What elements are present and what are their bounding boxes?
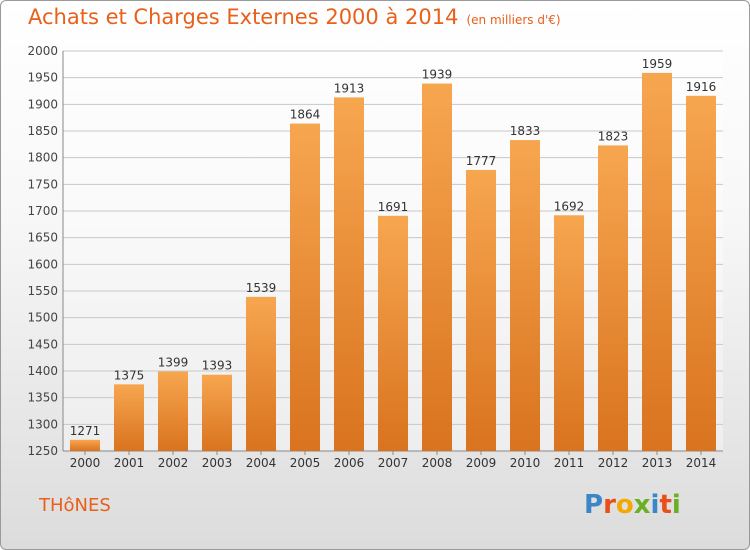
bar-value-label: 1393 bbox=[202, 359, 233, 373]
logo-letter: r bbox=[603, 490, 616, 520]
y-tick-label: 1300 bbox=[27, 417, 58, 431]
y-tick-label: 1900 bbox=[27, 97, 58, 111]
x-tick-label: 2014 bbox=[686, 456, 717, 470]
bar-value-label: 1777 bbox=[466, 154, 497, 168]
x-tick-label: 2011 bbox=[554, 456, 585, 470]
bars: 1271 1375 1399 1393 1539 1864 1913 1691 1939 1777… bbox=[70, 57, 717, 452]
bar bbox=[378, 215, 408, 451]
bar bbox=[642, 72, 672, 451]
y-tick-label: 1950 bbox=[27, 71, 58, 85]
y-tick-label: 1550 bbox=[27, 284, 58, 298]
x-tick-label: 2001 bbox=[114, 456, 145, 470]
bar-value-label: 1823 bbox=[598, 129, 629, 143]
bar bbox=[686, 95, 716, 452]
y-tick-label: 1700 bbox=[27, 204, 58, 218]
x-tick-label: 2010 bbox=[510, 456, 541, 470]
y-tick-label: 1450 bbox=[27, 337, 58, 351]
bar-value-label: 1375 bbox=[114, 368, 145, 382]
bar bbox=[510, 140, 540, 452]
logo-letter: o bbox=[615, 490, 634, 520]
chart-title-unit: (en milliers d'€) bbox=[466, 13, 561, 27]
logo-letter: P bbox=[584, 490, 604, 520]
bar bbox=[246, 296, 276, 451]
bar-value-label: 1539 bbox=[246, 281, 277, 295]
y-tick-label: 1500 bbox=[27, 311, 58, 325]
x-axis-ticks: 2000 2001 2002 2003 2004 2005 2006 2007 2008 2009… bbox=[70, 451, 717, 470]
bar bbox=[466, 169, 496, 451]
y-tick-label: 1850 bbox=[27, 124, 58, 138]
y-tick-label: 2000 bbox=[27, 44, 58, 58]
x-tick-label: 2009 bbox=[466, 456, 497, 470]
y-tick-label: 1250 bbox=[27, 444, 58, 458]
bar bbox=[334, 97, 364, 452]
y-tick-label: 1350 bbox=[27, 391, 58, 405]
bar bbox=[202, 374, 232, 451]
y-tick-label: 1750 bbox=[27, 177, 58, 191]
x-tick-label: 2000 bbox=[70, 456, 101, 470]
y-tick-label: 1400 bbox=[27, 364, 58, 378]
bar-value-label: 1399 bbox=[158, 356, 189, 370]
bar bbox=[290, 123, 320, 452]
logo-letter: t bbox=[659, 490, 672, 520]
x-tick-label: 2004 bbox=[246, 456, 277, 470]
bar-value-label: 1864 bbox=[290, 108, 321, 122]
bar bbox=[70, 439, 100, 451]
bar bbox=[422, 83, 452, 452]
bar-value-label: 1916 bbox=[686, 80, 717, 94]
x-tick-label: 2003 bbox=[202, 456, 233, 470]
chart-title-main: Achats et Charges Externes 2000 à 2014 bbox=[28, 5, 459, 29]
x-tick-label: 2007 bbox=[378, 456, 409, 470]
y-axis-ticks: 1250 1300 1350 1400 1450 1500 1550 1600 1650 1700… bbox=[27, 44, 58, 458]
bar-value-label: 1939 bbox=[422, 68, 453, 82]
logo-letter: x bbox=[633, 490, 651, 520]
bar bbox=[114, 384, 144, 451]
bar-value-label: 1271 bbox=[70, 424, 101, 438]
y-tick-label: 1800 bbox=[27, 151, 58, 165]
place-name: THôNES bbox=[39, 495, 111, 516]
x-tick-label: 2008 bbox=[422, 456, 453, 470]
y-tick-label: 1600 bbox=[27, 257, 58, 271]
bar-value-label: 1959 bbox=[642, 57, 673, 71]
logo-letter: i bbox=[671, 490, 681, 520]
proxiti-logo[interactable]: Proxiti bbox=[584, 490, 681, 520]
bar-value-label: 1692 bbox=[554, 199, 585, 213]
x-tick-label: 2006 bbox=[334, 456, 365, 470]
bar-value-label: 1833 bbox=[510, 124, 541, 138]
bar-value-label: 1913 bbox=[334, 81, 365, 95]
chart-title: Achats et Charges Externes 2000 à 2014 (e… bbox=[28, 5, 561, 29]
x-tick-label: 2012 bbox=[598, 456, 629, 470]
x-tick-label: 2002 bbox=[158, 456, 189, 470]
bar bbox=[554, 215, 584, 451]
logo-letter: i bbox=[650, 490, 660, 520]
y-tick-label: 1650 bbox=[27, 231, 58, 245]
x-tick-label: 2005 bbox=[290, 456, 321, 470]
bar-value-label: 1691 bbox=[378, 200, 409, 214]
bar bbox=[598, 145, 628, 451]
x-tick-label: 2013 bbox=[642, 456, 673, 470]
bar bbox=[158, 371, 188, 451]
